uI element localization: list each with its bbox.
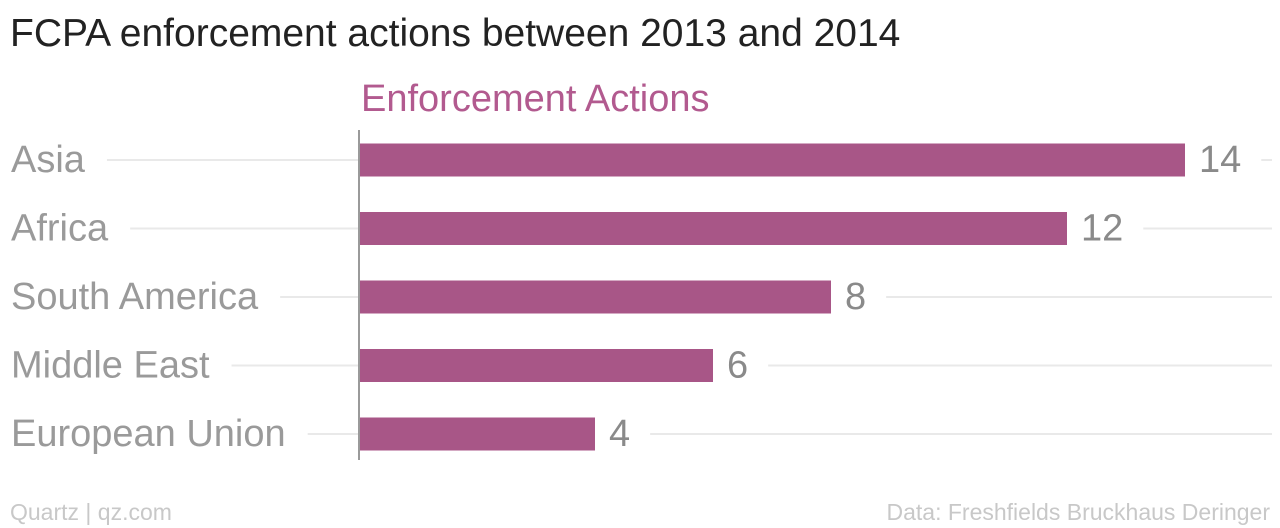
- footer-credit: Quartz | qz.com: [10, 499, 172, 525]
- category-label: Middle East: [11, 345, 210, 387]
- value-label: 12: [1081, 208, 1123, 250]
- value-label: 8: [845, 276, 866, 318]
- chart-title: FCPA enforcement actions between 2013 an…: [10, 12, 901, 55]
- value-label: 6: [727, 345, 748, 387]
- bar: [359, 212, 1067, 245]
- category-label: European Union: [11, 413, 286, 455]
- bar: [359, 280, 831, 314]
- category-label: Asia: [11, 139, 86, 181]
- bar: [359, 349, 713, 382]
- value-label: 14: [1199, 139, 1241, 181]
- value-label: 4: [609, 413, 630, 455]
- category-label: Africa: [11, 208, 109, 250]
- series-label: Enforcement Actions: [361, 78, 710, 120]
- footer-source: Data: Freshfields Bruckhaus Deringer: [886, 499, 1271, 525]
- bar: [359, 143, 1185, 177]
- category-label: South America: [11, 276, 259, 318]
- bar: [359, 417, 595, 451]
